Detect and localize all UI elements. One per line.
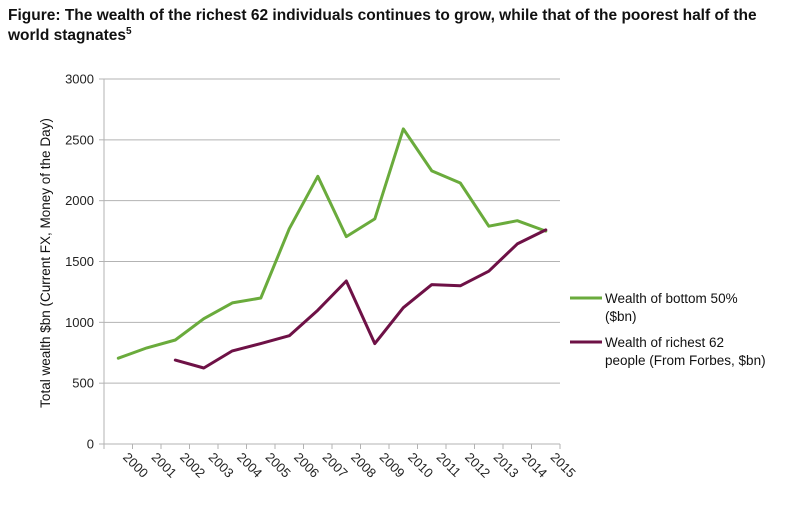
grid-lines [104,78,560,384]
x-tick-label-2014: 2014 [519,450,550,481]
x-tick-label-2001: 2001 [149,450,180,481]
x-tick-label-2012: 2012 [462,450,493,481]
x-tick-label-2004: 2004 [234,450,265,481]
y-tick-label-0: 0 [87,437,94,452]
legend-label-1: Wealth of richest 62 [605,335,724,350]
chart-title-text: Figure: The wealth of the richest 62 ind… [8,7,757,44]
x-tick-label-2005: 2005 [263,450,294,481]
x-tick-label-2015: 2015 [548,450,579,481]
legend-label-1: people (From Forbes, $bn) [605,353,766,368]
x-tick-label-2009: 2009 [377,450,408,481]
x-tick-label-2000: 2000 [120,450,151,481]
y-tick-label-2000: 2000 [65,193,94,208]
x-tick-label-2010: 2010 [405,450,436,481]
x-tick-labels: 2000200120022003200420052006200720082009… [120,450,579,481]
y-tick-label-3000: 3000 [65,72,94,87]
series-lines [116,127,548,370]
x-tick-label-2008: 2008 [348,450,379,481]
y-tick-label-2500: 2500 [65,132,94,147]
y-tick-labels: 0 500 1000 1500 2000 2500 3000 [65,72,94,452]
legend-label-0: Wealth of bottom 50% [605,291,738,306]
x-tick-label-2006: 2006 [291,450,322,481]
x-tick-label-2011: 2011 [434,450,464,480]
title-footnote: 5 [126,25,132,37]
x-tick-label-2007: 2007 [320,450,351,481]
chart-title: Figure: The wealth of the richest 62 ind… [8,6,768,46]
x-tick-label-2003: 2003 [206,450,237,481]
legend-label-0: ($bn) [605,309,637,324]
y-tick-label-1000: 1000 [65,315,94,330]
y-axis-label: Total wealth $bn (Current FX, Money of t… [38,118,53,408]
axes [99,78,561,449]
y-tick-label-500: 500 [72,376,94,391]
y-tick-label-1500: 1500 [65,254,94,269]
x-tick-label-2013: 2013 [491,450,522,481]
series-line-1 [173,228,548,370]
legend: Wealth of bottom 50% ($bn) Wealth of riche… [570,291,766,368]
x-tick-label-2002: 2002 [177,450,208,481]
series-line-0 [116,127,548,360]
